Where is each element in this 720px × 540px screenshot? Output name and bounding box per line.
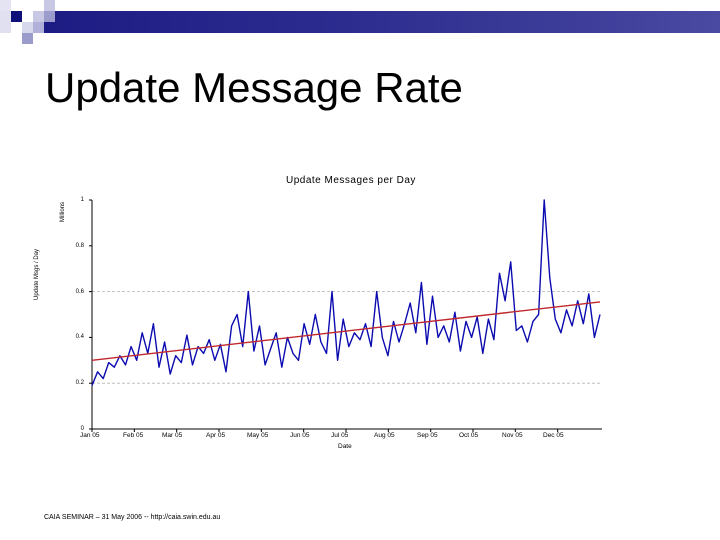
x-tick-label: Jul 05 bbox=[331, 432, 349, 439]
deco-square bbox=[44, 11, 55, 22]
deco-square bbox=[11, 11, 22, 22]
x-tick-label: May 05 bbox=[247, 432, 269, 439]
deco-square bbox=[33, 11, 44, 22]
deco-square bbox=[0, 11, 11, 33]
y-tick-label: 0.4 bbox=[75, 334, 84, 340]
x-axis-label: Date bbox=[338, 443, 352, 450]
slide-footer: CAIA SEMINAR – 31 May 2006 -- http://cai… bbox=[44, 514, 221, 521]
trend-line bbox=[91, 301, 601, 361]
update-rate-line bbox=[91, 199, 601, 386]
x-tick-label: Sep 05 bbox=[417, 432, 438, 439]
y-tick-label: 0.6 bbox=[75, 289, 84, 295]
deco-square bbox=[33, 22, 44, 33]
header-bar bbox=[44, 11, 720, 33]
x-tick-label: Feb 05 bbox=[123, 432, 144, 439]
deco-square bbox=[44, 0, 55, 11]
x-tick-label: Dec 05 bbox=[543, 432, 564, 439]
slide-title: Update Message Rate bbox=[45, 64, 463, 111]
x-tick-label: Mar 05 bbox=[162, 432, 183, 439]
x-tick-marks bbox=[91, 429, 559, 432]
y-tick-label: 0 bbox=[80, 426, 84, 432]
y-tick-label: 0.2 bbox=[75, 380, 84, 386]
x-tick-label: Jan 05 bbox=[80, 432, 100, 439]
deco-square bbox=[22, 22, 33, 33]
x-tick-label: Nov 05 bbox=[502, 432, 523, 439]
y-tick-label: 0.8 bbox=[75, 243, 84, 249]
y-tick-label: 1 bbox=[80, 197, 84, 203]
deco-square bbox=[22, 33, 33, 44]
x-tick-label: Aug 05 bbox=[374, 432, 395, 439]
chart-title: Update Messages per Day bbox=[286, 175, 416, 186]
deco-square bbox=[0, 0, 11, 11]
y-tick-marks bbox=[89, 199, 92, 430]
x-tick-label: Apr 05 bbox=[206, 432, 226, 439]
gridlines bbox=[92, 291, 602, 384]
x-tick-label: Jun 05 bbox=[290, 432, 310, 439]
x-tick-label: Oct 05 bbox=[459, 432, 479, 439]
